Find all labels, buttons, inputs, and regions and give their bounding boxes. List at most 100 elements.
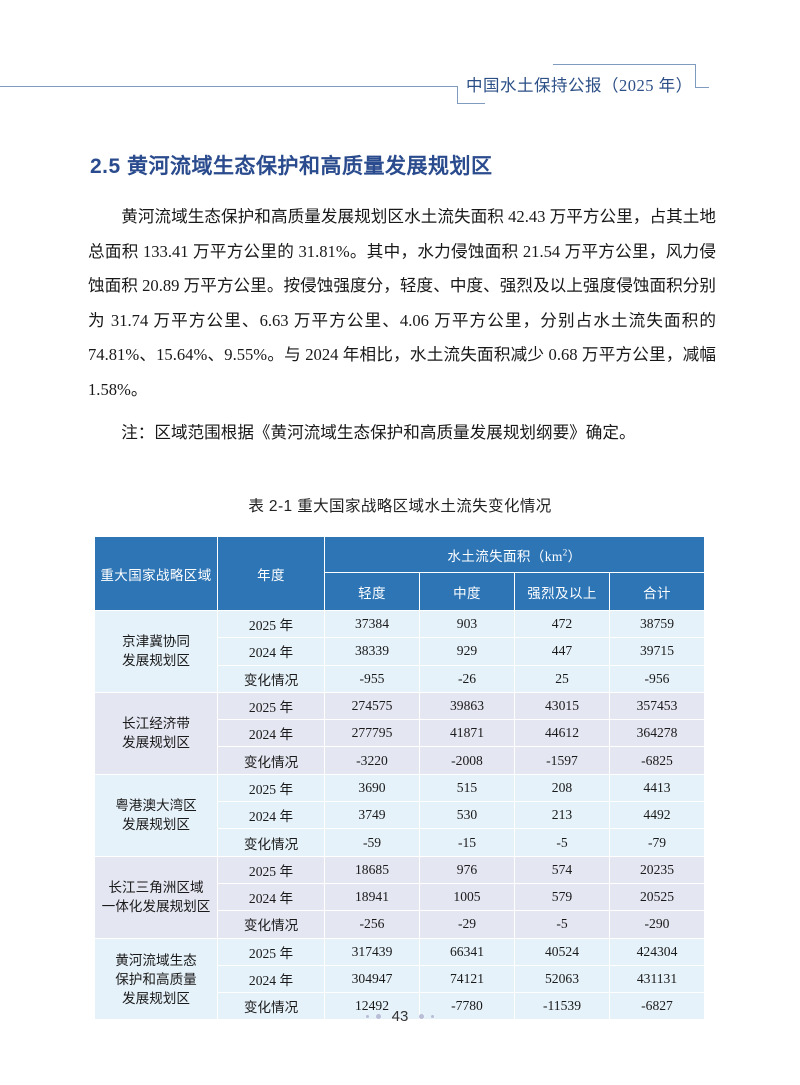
table-row: 长江经济带 发展规划区 2025 年 274575 39863 43015 357… <box>94 691 705 775</box>
cell-year: 2024 年 <box>217 964 325 994</box>
cell-year: 2024 年 <box>217 801 325 830</box>
header-rule-right-foot <box>695 87 709 88</box>
table-caption: 表 2-1 重大国家战略区域水土流失变化情况 <box>248 498 552 515</box>
cell-year: 变化情况 <box>217 828 325 857</box>
header-rule-top <box>553 64 696 65</box>
cell-severe: 472 <box>514 609 610 639</box>
table-body: 京津冀协同 发展规划区 2025 年 37384 903 472 38759 20… <box>94 609 705 1021</box>
cell-severe: 44612 <box>514 719 610 748</box>
header-rule-left <box>0 86 458 87</box>
cell-moderate: 74121 <box>419 964 515 994</box>
cell-severe: 52063 <box>514 964 610 994</box>
th-light: 轻度 <box>324 572 420 611</box>
cell-moderate: -2008 <box>419 746 515 775</box>
cell-moderate: 530 <box>419 801 515 830</box>
cell-severe: 43015 <box>514 691 610 721</box>
cell-light: 3749 <box>324 801 420 830</box>
table-row: 变化情况 -3220 -2008 -1597 -6825 <box>95 746 705 775</box>
th-area-group-text: 水土流失面积（km <box>447 548 563 564</box>
cell-light: 317439 <box>324 937 420 966</box>
cell-moderate: 976 <box>419 855 515 884</box>
cell-total: 364278 <box>609 719 705 748</box>
header-rule-top-drop <box>695 64 696 88</box>
footer-dot-large-right <box>419 1014 425 1019</box>
th-severe: 强烈及以上 <box>514 572 610 611</box>
cell-year: 变化情况 <box>217 992 325 1021</box>
page-number: 43 <box>391 1008 409 1025</box>
th-area-group-tail: ） <box>567 548 582 564</box>
table-row: 2024 年 3749 530 213 4492 <box>95 801 705 830</box>
cell-moderate: -15 <box>419 828 515 857</box>
cell-year: 2025 年 <box>217 773 325 803</box>
cell-total: 20525 <box>609 882 705 912</box>
th-moderate: 中度 <box>419 572 515 611</box>
cell-total: -6825 <box>609 746 705 775</box>
th-area-group: 水土流失面积（km2） <box>324 536 705 573</box>
cell-light: -3220 <box>324 746 420 775</box>
th-region: 重大国家战略区域 <box>94 536 218 611</box>
cell-total: 431131 <box>609 964 705 994</box>
cell-severe: -11539 <box>514 992 610 1021</box>
cell-total: -290 <box>609 910 705 939</box>
cell-moderate: -7780 <box>419 992 515 1021</box>
cell-light: 12492 <box>324 992 420 1021</box>
cell-year: 2024 年 <box>217 882 325 912</box>
cell-severe: 40524 <box>514 937 610 966</box>
table-row: 2024 年 18941 1005 579 20525 <box>95 882 705 912</box>
cell-light: 277795 <box>324 719 420 748</box>
cell-total: 424304 <box>609 937 705 966</box>
cell-light: -256 <box>324 910 420 939</box>
th-year: 年度 <box>217 536 325 611</box>
cell-light: -955 <box>324 664 420 693</box>
cell-light: 18941 <box>324 882 420 912</box>
region-label: 京津冀协同 发展规划区 <box>94 610 218 693</box>
cell-total: 357453 <box>609 691 705 721</box>
cell-light: 274575 <box>324 691 420 721</box>
cell-moderate: -29 <box>419 910 515 939</box>
cell-severe: -5 <box>514 828 610 857</box>
section-heading: 2.5 黄河流域生态保护和高质量发展规划区 <box>90 155 493 178</box>
cell-moderate: 515 <box>419 773 515 803</box>
cell-year: 变化情况 <box>217 746 325 775</box>
cell-light: 3690 <box>324 773 420 803</box>
erosion-change-table: 重大国家战略区域 年度 水土流失面积（km2） 轻度 中度 强烈及以上 合计 京… <box>94 536 705 1021</box>
table-row: 京津冀协同 发展规划区 2025 年 37384 903 472 38759 <box>94 609 705 693</box>
cell-year: 2025 年 <box>217 691 325 721</box>
table-head: 重大国家战略区域 年度 水土流失面积（km2） 轻度 中度 强烈及以上 合计 <box>94 536 705 611</box>
cell-year: 变化情况 <box>217 910 325 939</box>
cell-year: 2024 年 <box>217 719 325 748</box>
table-row: 2024 年 277795 41871 44612 364278 <box>95 719 705 748</box>
page-header: 中国水土保持公报（2025 年） <box>0 0 800 120</box>
table-row: 变化情况 -59 -15 -5 -79 <box>95 828 705 857</box>
cell-year: 2025 年 <box>217 855 325 884</box>
region-label: 黄河流域生态 保护和高质量 发展规划区 <box>94 937 218 1021</box>
header-rule-left-foot <box>457 103 485 104</box>
cell-light: 38339 <box>324 637 420 666</box>
region-label: 长江经济带 发展规划区 <box>94 691 218 775</box>
region-label: 长江三角洲区域 一体化发展规划区 <box>94 855 218 939</box>
cell-moderate: 929 <box>419 637 515 666</box>
cell-light: 304947 <box>324 964 420 994</box>
footer-dot-small-right <box>431 1015 435 1018</box>
table-row: 变化情况 12492 -7780 -11539 -6827 <box>95 992 705 1021</box>
cell-severe: -5 <box>514 910 610 939</box>
cell-severe: 208 <box>514 773 610 803</box>
footer-dot-small-left <box>365 1015 369 1018</box>
cell-year: 2025 年 <box>217 937 325 966</box>
cell-moderate: -26 <box>419 664 515 693</box>
cell-moderate: 1005 <box>419 882 515 912</box>
section-note: 注：区域范围根据《黄河流域生态保护和高质量发展规划纲要》确定。 <box>121 423 636 442</box>
cell-total: -6827 <box>609 992 705 1021</box>
page-footer: 43 <box>0 1005 800 1025</box>
th-area-group-sup: 2 <box>562 547 568 557</box>
cell-light: -59 <box>324 828 420 857</box>
cell-light: 18685 <box>324 855 420 884</box>
cell-total: -79 <box>609 828 705 857</box>
table-row: 黄河流域生态 保护和高质量 发展规划区 2025 年 317439 66341 40… <box>94 937 705 1021</box>
cell-total: 38759 <box>609 609 705 639</box>
cell-light: 37384 <box>324 609 420 639</box>
running-title: 中国水土保持公报（2025 年） <box>466 76 693 95</box>
body-content: 黄河流域生态保护和高质量发展规划区水土流失面积 42.43 万平方公里，占其土地… <box>88 200 716 451</box>
cell-severe: 25 <box>514 664 610 693</box>
table-row: 2024 年 304947 74121 52063 431131 <box>95 964 705 994</box>
